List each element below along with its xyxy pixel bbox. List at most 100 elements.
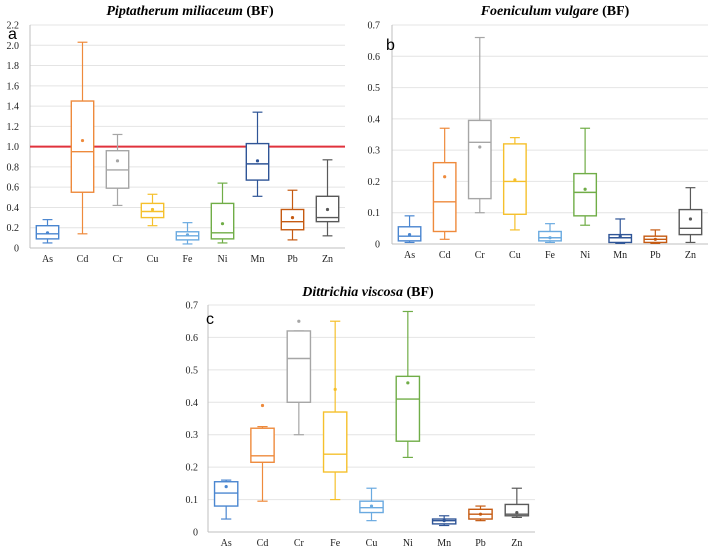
x-category-label: Cr	[113, 254, 124, 265]
box-as	[35, 219, 60, 244]
box-cu	[502, 137, 527, 231]
box-iqr	[504, 503, 530, 517]
y-tick-label: 0.4	[368, 114, 381, 125]
mean-marker	[618, 234, 622, 238]
y-tick-label: 1.6	[7, 81, 20, 92]
x-category-label: Cu	[147, 254, 159, 265]
x-category-label: Cr	[475, 250, 486, 261]
mean-marker	[115, 159, 120, 163]
chart-panel-c: 0 0.1 0.2 0.3 0.4 0.5 0.6 0.7 As Cd Cr Fe Cu Ni Mn Pb Zn…	[186, 285, 535, 549]
y-tick-label: 0.5	[186, 365, 199, 376]
box-iqr	[213, 481, 239, 507]
chart-title-species: Foeniculum vulgare	[480, 4, 599, 19]
y-tick-label: 0.7	[186, 301, 199, 312]
chart-title-species: Piptatherum miliaceum	[106, 4, 243, 19]
box-cr	[105, 133, 130, 207]
box-cu	[359, 487, 384, 522]
box-pb	[468, 505, 493, 522]
chart-panel-a: 0 0.2 0.4 0.6 0.8 1.0 1.2 1.4 1.6 1.8 2.0 2.2 As Cd Cr…	[7, 4, 345, 265]
y-tick-label: 1.2	[7, 122, 20, 133]
mean-marker	[185, 233, 190, 237]
x-category-label: Cu	[366, 538, 378, 549]
box-zn	[678, 187, 703, 244]
chart-title-suffix: (BF)	[403, 285, 434, 300]
y-tick-label: 0.8	[7, 162, 20, 173]
mean-marker	[443, 175, 447, 179]
y-tick-label: 0	[193, 528, 198, 539]
mean-marker	[80, 138, 85, 143]
y-tick-label: 2.2	[7, 21, 20, 32]
mean-marker	[369, 504, 374, 508]
box-iqr	[432, 161, 457, 233]
mean-marker	[478, 512, 483, 516]
x-category-label: As	[42, 254, 53, 265]
box-cu	[140, 193, 165, 227]
box-mn	[431, 515, 457, 527]
box-as	[397, 215, 422, 244]
y-tick-label: 0.4	[7, 203, 20, 214]
chart-title: Foeniculum vulgare (BF)	[480, 4, 630, 19]
x-category-label: Cu	[509, 250, 521, 261]
chart-panel-b: 0 0.1 0.2 0.3 0.4 0.5 0.6 0.7 As Cd Cr Cu Fe Ni Mn Pb Zn…	[368, 4, 708, 261]
box-fe	[538, 223, 562, 244]
y-tick-label: 0.1	[186, 495, 199, 506]
box-as	[213, 479, 239, 520]
y-tick-label: 1.0	[7, 142, 20, 153]
chart-title-species: Dittrichia viscosa	[301, 285, 403, 300]
mean-marker	[290, 215, 295, 220]
box-zn	[315, 159, 340, 237]
mean-marker	[325, 207, 330, 212]
x-category-label: Mn	[251, 254, 265, 265]
mean-marker	[224, 485, 228, 489]
box-iqr	[467, 119, 492, 200]
panel-label: c	[206, 311, 214, 328]
y-tick-label: 0.5	[368, 83, 381, 94]
mean-marker	[653, 237, 657, 241]
mean-marker	[333, 387, 337, 391]
box-cd	[250, 403, 275, 502]
chart-title-suffix: (BF)	[599, 4, 630, 19]
x-category-label: Pb	[650, 250, 661, 261]
box-pb	[643, 229, 668, 244]
x-category-label: Cd	[439, 250, 451, 261]
box-iqr	[286, 330, 312, 403]
x-category-label: Mn	[437, 538, 451, 549]
box-mn	[245, 111, 270, 197]
mean-marker	[45, 231, 50, 235]
mean-marker	[688, 217, 693, 221]
x-category-label: Mn	[613, 250, 627, 261]
y-tick-label: 0.6	[7, 183, 20, 194]
y-tick-label: 0.6	[368, 52, 381, 63]
y-tick-label: 0.3	[186, 430, 199, 441]
x-category-label: As	[404, 250, 415, 261]
x-category-label: Pb	[475, 538, 486, 549]
box-fe	[175, 222, 200, 245]
box-iqr	[678, 208, 703, 236]
mean-marker	[478, 145, 482, 149]
mean-marker	[407, 233, 412, 237]
box-mn	[608, 218, 633, 244]
box-ni	[395, 310, 421, 459]
box-cr	[286, 319, 312, 436]
mean-marker	[513, 178, 517, 182]
y-tick-label: 0.6	[186, 333, 199, 344]
y-tick-label: 1.4	[7, 102, 20, 113]
x-category-label: Fe	[183, 254, 194, 265]
x-category-label: Pb	[287, 254, 298, 265]
box-cd	[70, 41, 95, 235]
chart-title: Piptatherum miliaceum (BF)	[106, 4, 274, 19]
box-pb	[280, 189, 305, 241]
mean-marker	[515, 510, 519, 515]
x-category-label: Ni	[580, 250, 590, 261]
mean-marker	[442, 519, 446, 523]
box-fe	[322, 320, 348, 501]
x-category-label: Zn	[511, 538, 522, 549]
box-cr	[467, 36, 492, 214]
y-tick-label: 0	[375, 240, 380, 251]
x-category-label: Fe	[545, 250, 556, 261]
box-iqr	[573, 172, 598, 217]
box-zn	[504, 487, 530, 519]
chart-title-suffix: (BF)	[243, 4, 274, 19]
x-category-label: Zn	[685, 250, 696, 261]
